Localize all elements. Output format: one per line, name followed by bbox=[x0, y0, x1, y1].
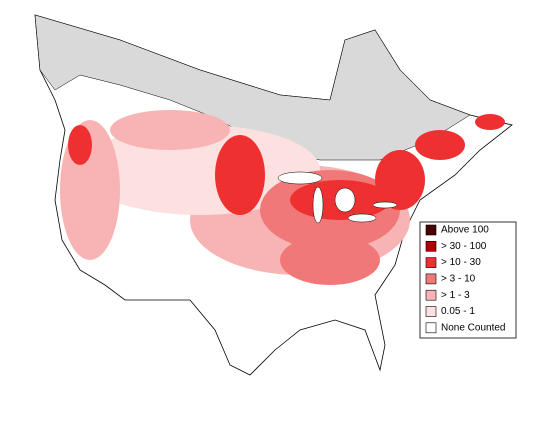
area bbox=[475, 114, 505, 130]
legend-label: > 3 - 10 bbox=[441, 274, 476, 285]
area bbox=[215, 135, 265, 215]
legend-label: None Counted bbox=[441, 322, 506, 333]
legend-swatch bbox=[425, 257, 437, 268]
legend-label: 0.05 - 1 bbox=[441, 306, 475, 317]
lake bbox=[312, 186, 324, 224]
lake bbox=[372, 201, 398, 209]
great-lakes bbox=[277, 171, 398, 224]
legend-label: > 30 - 100 bbox=[441, 241, 487, 252]
area bbox=[375, 150, 425, 210]
map bbox=[34, 14, 513, 376]
legend-swatch bbox=[425, 224, 437, 236]
legend-swatch bbox=[425, 289, 437, 301]
legend: Above 100 > 30 - 100 > 10 - 30 > 3 - 10 > 1 … bbox=[419, 221, 517, 339]
area bbox=[280, 235, 380, 285]
legend-swatch bbox=[425, 306, 437, 317]
legend-label: > 10 - 30 bbox=[441, 257, 481, 268]
legend-label: Above 100 bbox=[441, 225, 489, 236]
area bbox=[110, 110, 230, 150]
legend-swatch bbox=[425, 322, 437, 334]
legend-label: > 1 - 3 bbox=[441, 290, 470, 301]
area bbox=[415, 130, 465, 160]
lake bbox=[347, 213, 377, 223]
legend-swatch bbox=[425, 241, 437, 252]
lake bbox=[277, 171, 323, 185]
legend-swatch bbox=[425, 273, 437, 285]
lake bbox=[334, 187, 356, 213]
area bbox=[68, 125, 92, 165]
